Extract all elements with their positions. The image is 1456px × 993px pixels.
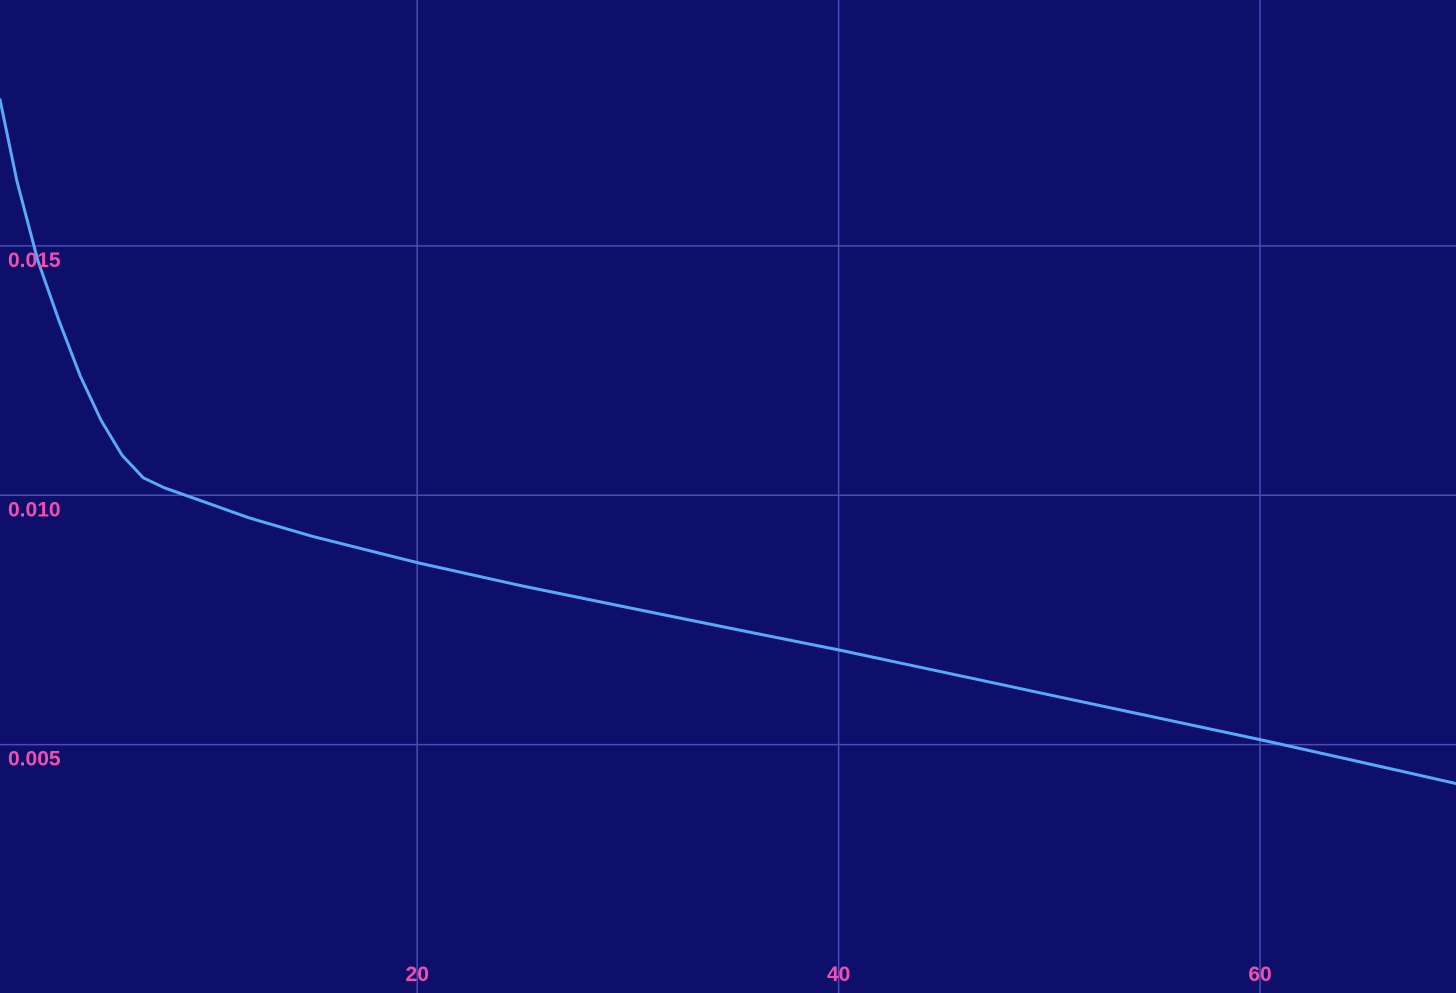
y-tick-label: 0.005	[8, 748, 61, 771]
x-tick-labels: 20 40 60	[406, 963, 1272, 986]
y-gridlines	[0, 245, 1456, 746]
x-gridlines	[416, 0, 1261, 993]
x-tick-label: 40	[827, 963, 850, 986]
series-line-curve	[0, 98, 1456, 785]
y-tick-label: 0.010	[8, 498, 61, 521]
series-layer	[0, 98, 1456, 785]
y-tick-labels: 0.005 0.010 0.015	[8, 249, 61, 771]
x-tick-label: 20	[406, 963, 429, 986]
y-tick-label: 0.015	[8, 249, 61, 272]
x-tick-label: 60	[1248, 963, 1271, 986]
